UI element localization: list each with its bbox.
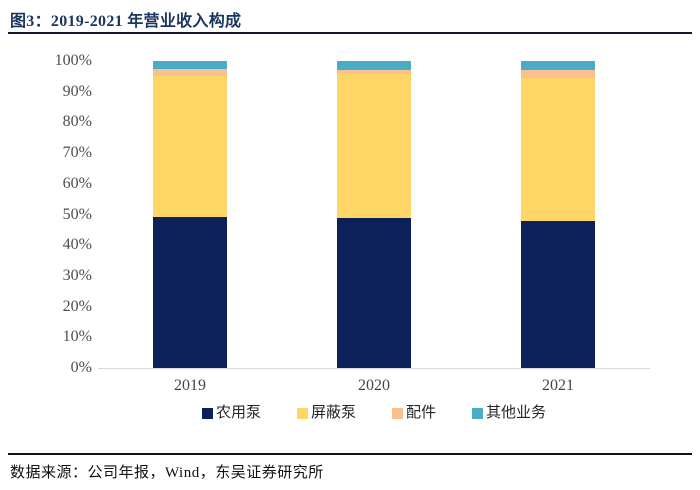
legend-label: 屏蔽泵 xyxy=(310,405,356,421)
plot-area xyxy=(98,61,650,369)
bar-segment-accessories xyxy=(521,70,595,79)
bar-segment-other-business xyxy=(153,61,227,69)
bar-segment-agricultural-pumps xyxy=(337,218,411,368)
x-axis-label-2020: 2020 xyxy=(358,377,390,394)
y-axis-tick-label: 90% xyxy=(62,82,92,100)
x-axis-label-2019: 2019 xyxy=(174,377,206,394)
legend-item-canned-pumps: 屏蔽泵 xyxy=(296,403,356,423)
x-axis-line xyxy=(98,368,650,369)
title-divider xyxy=(8,32,692,34)
bar-segment-agricultural-pumps xyxy=(153,217,227,368)
bar-segment-canned-pumps xyxy=(521,78,595,221)
y-axis-tick-label: 10% xyxy=(62,328,92,346)
y-axis-tick-label: 80% xyxy=(62,113,92,131)
legend-swatch-icon xyxy=(472,407,484,419)
chart-legend: 农用泵 屏蔽泵 配件 其他业务 xyxy=(98,403,650,423)
bar-segment-accessories xyxy=(153,69,227,76)
y-axis: 100% 90% 80% 70% 60% 50% 40% 30% 20% 10% 0% xyxy=(0,52,92,376)
x-axis-label-2021: 2021 xyxy=(542,377,574,394)
footer-divider xyxy=(8,453,692,455)
figure-title: 图3：2019-2021 年营业收入构成 xyxy=(10,13,242,30)
y-axis-tick-label: 70% xyxy=(62,144,92,162)
bar-segment-canned-pumps xyxy=(337,74,411,219)
legend-item-other-business: 其他业务 xyxy=(472,403,546,423)
legend-swatch-icon xyxy=(296,407,308,419)
bar-segment-canned-pumps xyxy=(153,75,227,218)
y-axis-tick-label: 30% xyxy=(62,266,92,284)
y-axis-tick-label: 40% xyxy=(62,236,92,254)
bar-2020 xyxy=(337,61,411,368)
legend-label: 配件 xyxy=(406,405,437,421)
bar-segment-agricultural-pumps xyxy=(521,220,595,368)
legend-label: 农用泵 xyxy=(215,405,261,421)
legend-swatch-icon xyxy=(392,407,403,419)
bar-2021 xyxy=(521,61,595,368)
y-axis-tick-label: 100% xyxy=(54,52,92,69)
y-axis-tick-label: 20% xyxy=(62,297,92,315)
data-source-note: 数据来源：公司年报，Wind，东吴证券研究所 xyxy=(10,465,324,481)
legend-item-agricultural-pumps: 农用泵 xyxy=(201,403,261,423)
bar-2019 xyxy=(153,61,227,368)
y-axis-tick-label: 60% xyxy=(62,174,92,192)
y-axis-tick-label: 50% xyxy=(62,205,92,223)
bar-segment-other-business xyxy=(521,61,595,71)
legend-item-accessories: 配件 xyxy=(392,403,436,423)
y-axis-tick-label: 0% xyxy=(70,359,92,376)
bar-segment-other-business xyxy=(337,61,411,70)
legend-swatch-icon xyxy=(201,407,213,419)
legend-label: 其他业务 xyxy=(486,405,547,421)
x-axis-labels: 2019 2020 2021 xyxy=(98,376,650,396)
bar-segment-accessories xyxy=(337,69,411,75)
